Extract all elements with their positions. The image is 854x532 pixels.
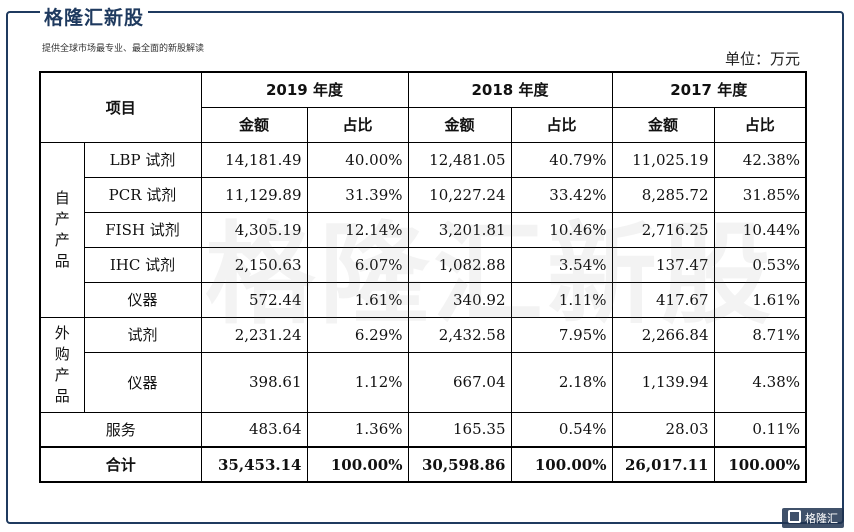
ratio-header: 占比 (713, 106, 807, 143)
table-cell: 11,025.19 (611, 141, 715, 178)
table-cell: 100.00% (713, 446, 807, 483)
row-label: 服务 (39, 411, 202, 448)
year-header-row: 项目 2019 年度 2018 年度 2017 年度 (39, 71, 807, 143)
sub-header-row: 金额 占比 金额 占比 金额 占比 (40, 106, 807, 143)
row-label: PCR 试剂 (83, 176, 202, 213)
table-cell: 2,716.25 (611, 211, 715, 248)
table-cell: 10.44% (713, 211, 807, 248)
table-cell: 31.85% (713, 176, 807, 213)
row-label: 仪器 (83, 281, 202, 318)
year-header: 2017 年度 (611, 71, 807, 108)
year-header: 2019 年度 (200, 71, 409, 108)
table-cell: 1.61% (713, 281, 807, 318)
table-cell: 12,481.05 (407, 141, 512, 178)
table-cell: 1.11% (510, 281, 613, 318)
row-label: LBP 试剂 (83, 141, 202, 178)
revenue-table: 项目 2019 年度 2018 年度 2017 年度 金额 占比 金额 占比 金… (39, 71, 807, 483)
table-row: IHC 试剂 2,150.63 6.07% 1,082.88 3.54% 137… (40, 246, 807, 283)
table-cell: 4,305.19 (200, 211, 308, 248)
table-cell: 10,227.24 (407, 176, 512, 213)
table-cell: 2,266.84 (611, 316, 715, 353)
amount-header: 金额 (611, 106, 715, 143)
row-label: 试剂 (83, 316, 202, 353)
table-cell: 165.35 (407, 411, 512, 448)
logo-icon (788, 510, 801, 523)
amount-header: 金额 (407, 106, 512, 143)
table-cell: 4.38% (713, 351, 807, 413)
table-cell: 10.46% (510, 211, 613, 248)
table-cell: 35,453.14 (200, 446, 308, 483)
table-cell: 8.71% (713, 316, 807, 353)
table-cell: 42.38% (713, 141, 807, 178)
unit-label: 单位：万元 (724, 50, 800, 68)
table-cell: 0.11% (713, 411, 807, 448)
table-cell: 1,139.94 (611, 351, 715, 413)
table-row: FISH 试剂 4,305.19 12.14% 3,201.81 10.46% … (40, 211, 807, 248)
table-cell: 2,432.58 (407, 316, 512, 353)
table-cell: 667.04 (407, 351, 512, 413)
table-cell: 6.29% (306, 316, 409, 353)
brand-badge: 格隆汇 (782, 508, 844, 528)
table-cell: 30,598.86 (407, 446, 512, 483)
table-cell: 483.64 (200, 411, 308, 448)
table-cell: 3.54% (510, 246, 613, 283)
table-cell: 40.00% (306, 141, 409, 178)
amount-header: 金额 (200, 106, 308, 143)
page-frame (6, 11, 844, 524)
year-header: 2018 年度 (407, 71, 613, 108)
brand-title: 格隆汇新股 (40, 3, 149, 30)
table-cell: 2.18% (510, 351, 613, 413)
table-cell: 2,150.63 (200, 246, 308, 283)
table-row: 仪器 572.44 1.61% 340.92 1.11% 417.67 1.61… (40, 281, 807, 318)
table-cell: 8,285.72 (611, 176, 715, 213)
table-row: 服务 483.64 1.36% 165.35 0.54% 28.03 0.11% (39, 411, 807, 448)
ratio-header: 占比 (306, 106, 409, 143)
group-label-self-made: 自产产品 (39, 141, 85, 318)
table-cell: 2,231.24 (200, 316, 308, 353)
total-label: 合计 (39, 446, 202, 483)
table-cell: 26,017.11 (611, 446, 715, 483)
table-cell: 40.79% (510, 141, 613, 178)
table-cell: 11,129.89 (200, 176, 308, 213)
table-cell: 137.47 (611, 246, 715, 283)
row-label: FISH 试剂 (83, 211, 202, 248)
table-cell: 33.42% (510, 176, 613, 213)
table-row: PCR 试剂 11,129.89 31.39% 10,227.24 33.42%… (40, 176, 807, 213)
table-cell: 0.53% (713, 246, 807, 283)
table-cell: 3,201.81 (407, 211, 512, 248)
total-row: 合计 35,453.14 100.00% 30,598.86 100.00% 2… (39, 446, 807, 483)
row-label: 仪器 (83, 351, 202, 413)
table-cell: 6.07% (306, 246, 409, 283)
group-label-purchased: 外购产品 (39, 316, 85, 413)
table-cell: 12.14% (306, 211, 409, 248)
table-cell: 340.92 (407, 281, 512, 318)
table-cell: 1.36% (306, 411, 409, 448)
table-cell: 14,181.49 (200, 141, 308, 178)
table-cell: 398.61 (200, 351, 308, 413)
table-cell: 1.12% (306, 351, 409, 413)
table-row: 自产产品 LBP 试剂 14,181.49 40.00% 12,481.05 4… (39, 141, 807, 318)
item-header: 项目 (39, 71, 202, 143)
brand-subtitle: 提供全球市场最专业、最全面的新股解读 (42, 44, 205, 54)
table-cell: 572.44 (200, 281, 308, 318)
table-row: 仪器 398.61 1.12% 667.04 2.18% 1,139.94 4.… (40, 351, 807, 413)
table-cell: 100.00% (306, 446, 409, 483)
table-cell: 31.39% (306, 176, 409, 213)
table-cell: 0.54% (510, 411, 613, 448)
table-cell: 1.61% (306, 281, 409, 318)
table-cell: 1,082.88 (407, 246, 512, 283)
table-cell: 28.03 (611, 411, 715, 448)
row-label: IHC 试剂 (83, 246, 202, 283)
table-cell: 100.00% (510, 446, 613, 483)
ratio-header: 占比 (510, 106, 613, 143)
table-row: 外购产品 试剂 2,231.24 6.29% 2,432.58 7.95% 2,… (39, 316, 807, 413)
table-cell: 417.67 (611, 281, 715, 318)
table-cell: 7.95% (510, 316, 613, 353)
brand-badge-label: 格隆汇 (805, 512, 838, 525)
